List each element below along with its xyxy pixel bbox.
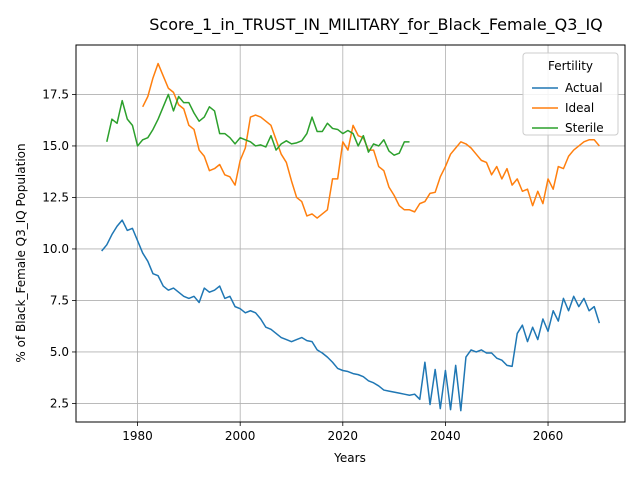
series-line-ideal (142, 62, 600, 219)
legend: Fertility Actual Ideal Sterile (522, 52, 619, 136)
x-tick-label: 1980 (122, 429, 153, 443)
y-tick-label: 7.5 (50, 293, 69, 307)
y-axis-label: % of Black_Female Q3_IQ Population (14, 143, 28, 362)
series-line-sterile (106, 93, 410, 156)
series-lines (101, 62, 601, 412)
plot-frame (75, 44, 626, 423)
y-tick-label: 10.0 (42, 242, 69, 256)
y-tick-label: 12.5 (42, 190, 69, 204)
x-tick-label: 2020 (328, 429, 359, 443)
y-tick-label: 15.0 (42, 139, 69, 153)
y-tick-label: 17.5 (42, 87, 69, 101)
chart-title: Score_1_in_TRUST_IN_MILITARY_for_Black_F… (149, 15, 603, 35)
x-tick-label: 2060 (533, 429, 564, 443)
legend-label-ideal: Ideal (565, 101, 594, 115)
x-tick-label: 2040 (430, 429, 461, 443)
y-tick-label: 5.0 (50, 345, 69, 359)
grid (76, 45, 625, 422)
legend-title: Fertility (548, 59, 593, 73)
x-axis-label: Years (333, 451, 366, 465)
legend-box (522, 52, 619, 136)
y-tick-label: 2.5 (50, 396, 69, 410)
legend-label-actual: Actual (565, 81, 603, 95)
x-tick-label: 2000 (225, 429, 256, 443)
legend-label-sterile: Sterile (565, 121, 604, 135)
axis-ticks: 1980 2000 2020 2040 2060 2.5 5.0 7.5 10.0 12.5 15.… (42, 87, 563, 443)
series-line-actual (101, 219, 601, 412)
